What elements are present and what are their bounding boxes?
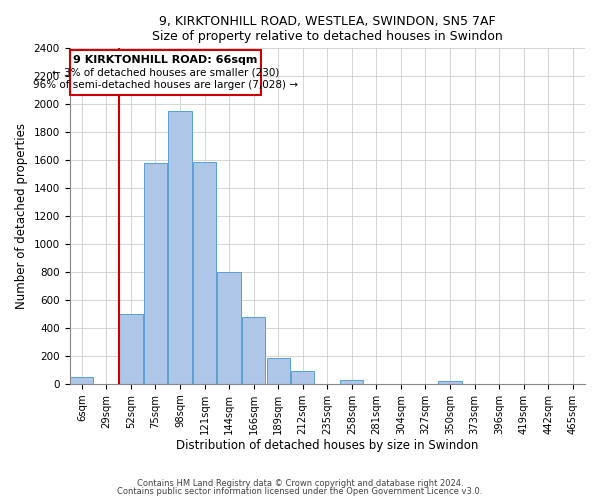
Text: 96% of semi-detached houses are larger (7,028) →: 96% of semi-detached houses are larger (…: [33, 80, 298, 90]
Bar: [119, 314, 143, 384]
Bar: [193, 162, 216, 384]
Bar: [439, 381, 461, 384]
Text: ← 3% of detached houses are smaller (230): ← 3% of detached houses are smaller (230…: [52, 68, 279, 78]
Bar: [144, 163, 167, 384]
FancyBboxPatch shape: [70, 50, 261, 95]
Title: 9, KIRKTONHILL ROAD, WESTLEA, SWINDON, SN5 7AF
Size of property relative to deta: 9, KIRKTONHILL ROAD, WESTLEA, SWINDON, S…: [152, 15, 503, 43]
X-axis label: Distribution of detached houses by size in Swindon: Distribution of detached houses by size …: [176, 440, 478, 452]
Bar: [169, 111, 191, 384]
Bar: [242, 316, 265, 384]
Text: 9 KIRKTONHILL ROAD: 66sqm: 9 KIRKTONHILL ROAD: 66sqm: [73, 55, 257, 65]
Bar: [266, 358, 290, 384]
Bar: [340, 380, 364, 384]
Text: Contains HM Land Registry data © Crown copyright and database right 2024.: Contains HM Land Registry data © Crown c…: [137, 478, 463, 488]
Bar: [291, 372, 314, 384]
Bar: [70, 377, 94, 384]
Y-axis label: Number of detached properties: Number of detached properties: [15, 123, 28, 309]
Bar: [217, 272, 241, 384]
Text: Contains public sector information licensed under the Open Government Licence v3: Contains public sector information licen…: [118, 487, 482, 496]
